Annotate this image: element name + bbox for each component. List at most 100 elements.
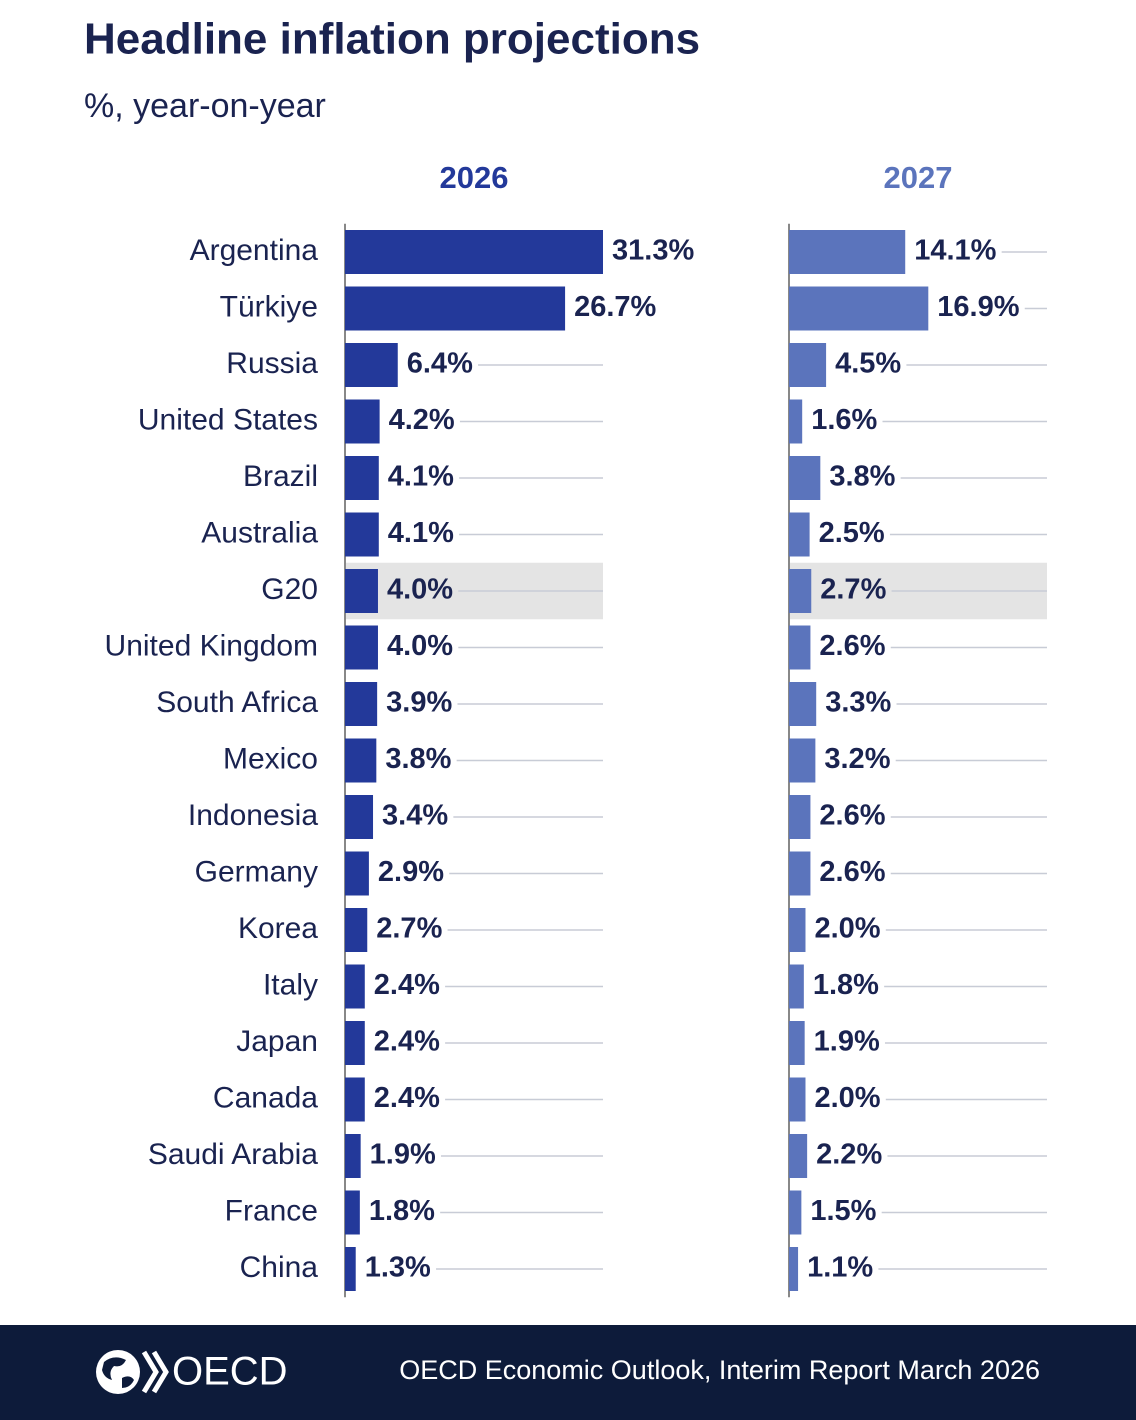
value-label: 3.2% [824, 743, 890, 775]
category-label: Brazil [243, 460, 318, 493]
bar [345, 908, 368, 952]
value-label: 6.4% [407, 348, 473, 380]
bar [345, 569, 378, 613]
bar [789, 1190, 802, 1235]
category-label: Mexico [223, 742, 318, 775]
category-label: Russia [226, 347, 318, 380]
value-label: 1.3% [365, 1252, 431, 1284]
bar [789, 456, 821, 500]
value-label: 2.4% [374, 1082, 440, 1114]
value-label: 4.1% [388, 517, 454, 549]
value-label: 1.9% [814, 1026, 880, 1058]
category-label: Argentina [190, 234, 319, 267]
logo-icon [96, 1350, 169, 1394]
value-label: 1.8% [369, 1195, 435, 1227]
plot: Argentina Türkiye Russia United States Brazi… [105, 160, 1047, 1298]
value-label: 4.0% [387, 574, 453, 606]
value-label: 2.0% [814, 913, 880, 945]
bar [789, 625, 811, 670]
value-label: 4.1% [388, 461, 454, 493]
value-label: 1.8% [813, 969, 879, 1001]
value-label: 3.4% [382, 800, 448, 832]
bar [345, 286, 566, 331]
value-label: 2.9% [378, 856, 444, 888]
category-label: United Kingdom [105, 629, 318, 662]
value-label: 1.6% [811, 404, 877, 436]
bar [345, 964, 365, 1009]
category-label: South Africa [156, 686, 318, 719]
value-label: 31.3% [612, 235, 694, 267]
bar [345, 230, 603, 274]
value-label: 4.0% [387, 630, 453, 662]
bar [789, 682, 817, 726]
series-header: 2027 [884, 160, 953, 195]
value-label: 3.8% [829, 461, 895, 493]
bar [789, 512, 810, 557]
series-header: 2026 [440, 160, 509, 195]
bar [789, 1247, 799, 1291]
bar [345, 1077, 365, 1122]
bar [789, 851, 811, 896]
value-label: 3.8% [385, 743, 451, 775]
bar [789, 399, 803, 444]
bar [345, 1190, 360, 1235]
source-note: OECD Economic Outlook, Interim Report Ma… [399, 1355, 1040, 1385]
category-label: Australia [201, 516, 318, 549]
category-label: Germany [195, 855, 318, 888]
category-label: Saudi Arabia [148, 1138, 318, 1171]
bar [345, 1021, 365, 1065]
category-label: Türkiye [220, 290, 318, 323]
category-label: United States [138, 403, 318, 436]
category-label: Japan [236, 1025, 318, 1058]
bar [789, 1134, 808, 1178]
category-label: Indonesia [188, 799, 318, 832]
value-label: 2.5% [819, 517, 885, 549]
value-label: 2.4% [374, 1026, 440, 1058]
value-label: 26.7% [574, 291, 656, 323]
bar [789, 795, 811, 839]
bar [345, 795, 374, 839]
grid [436, 251, 1047, 1270]
value-label: 2.6% [819, 856, 885, 888]
value-label: 2.7% [820, 574, 886, 606]
value-label: 2.2% [816, 1139, 882, 1171]
chart-title: Headline inflation projections [84, 15, 700, 64]
bar [345, 625, 378, 670]
value-label: 3.9% [386, 687, 452, 719]
value-label: 4.2% [389, 404, 455, 436]
category-label: Italy [263, 968, 318, 1001]
bar [345, 343, 398, 387]
bar [789, 569, 812, 613]
category-label: Canada [213, 1081, 318, 1114]
value-label: 2.6% [819, 800, 885, 832]
bar [345, 456, 379, 500]
category-label: China [240, 1251, 319, 1284]
value-label: 1.9% [370, 1139, 436, 1171]
bar [789, 230, 906, 274]
bar [345, 512, 379, 557]
value-label: 16.9% [937, 291, 1019, 323]
category-label: France [225, 1194, 318, 1227]
bar [345, 851, 369, 896]
bar [789, 286, 929, 331]
value-label: 1.5% [810, 1195, 876, 1227]
footer-band [0, 1325, 1136, 1420]
bar [789, 343, 827, 387]
category-label: Korea [238, 912, 318, 945]
value-label: 2.0% [814, 1082, 880, 1114]
bar [345, 682, 378, 726]
value-label: 2.7% [376, 913, 442, 945]
bar [789, 1077, 806, 1122]
bar [789, 1021, 805, 1065]
value-label: 2.4% [374, 969, 440, 1001]
chart-subtitle: %, year-on-year [84, 87, 326, 125]
category-label: G20 [261, 573, 318, 606]
bar [345, 1247, 356, 1291]
bar [345, 738, 377, 783]
value-label: 2.6% [819, 630, 885, 662]
bar [345, 399, 380, 444]
logo-text: OECD [172, 1350, 288, 1394]
value-label: 1.1% [807, 1252, 873, 1284]
